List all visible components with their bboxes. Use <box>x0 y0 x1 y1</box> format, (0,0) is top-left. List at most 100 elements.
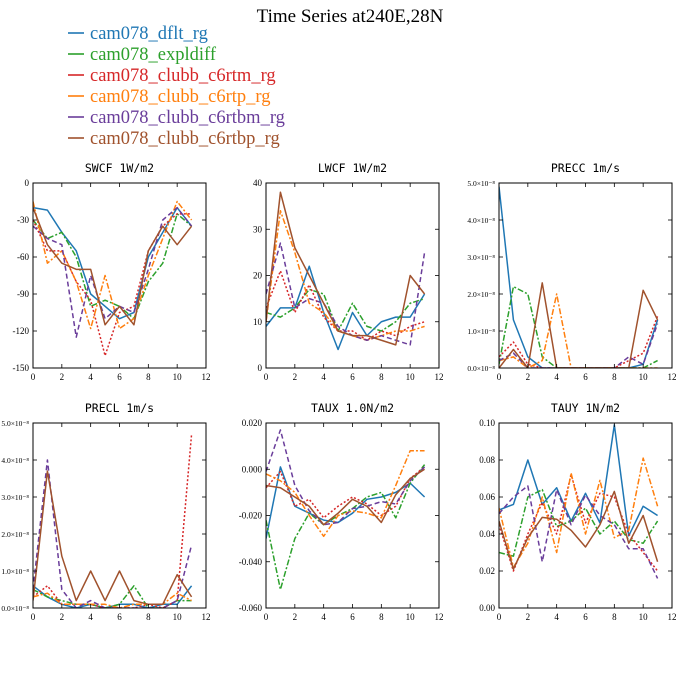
legend-label: cam078_clubb_c6rtp_rg <box>90 87 271 107</box>
series-line <box>266 466 426 519</box>
y-tick-label: 0.08 <box>479 455 495 465</box>
y-tick-label: 20 <box>253 271 263 281</box>
chart-panel: PRECC 1m/s 0 2 4 6 8 10 12 0.0×10⁻⁸ 1.0×10⁻⁸ 2.0×1… <box>467 161 676 382</box>
figure-title: Time Series at240E,28N <box>257 6 444 27</box>
legend-label: cam078_dflt_rg <box>90 24 208 44</box>
legend-label: cam078_expldiff <box>90 45 217 65</box>
y-tick-label: -0.020 <box>239 511 263 521</box>
x-tick-label: 0 <box>497 612 502 622</box>
series-line <box>33 592 192 608</box>
x-tick-label: 8 <box>379 612 384 622</box>
y-tick-label: 3.0×10⁻⁸ <box>1 493 29 502</box>
y-tick-label: -90 <box>17 289 29 299</box>
x-tick-label: 4 <box>554 612 559 622</box>
y-tick-label: -60 <box>17 252 29 262</box>
y-tick-label: 0.10 <box>479 418 495 428</box>
x-tick-label: 8 <box>379 372 384 382</box>
series-line <box>33 213 192 357</box>
x-tick-label: 0 <box>264 372 269 382</box>
series-line <box>499 474 659 572</box>
y-tick-label: 0.020 <box>242 418 263 428</box>
series-line <box>33 434 193 608</box>
y-tick-label: 0 <box>25 178 30 188</box>
x-tick-label: 12 <box>668 612 677 622</box>
series-line <box>499 293 658 368</box>
series-line <box>266 265 426 351</box>
x-tick-label: 8 <box>612 372 617 382</box>
x-tick-label: 10 <box>639 372 649 382</box>
x-tick-label: 2 <box>526 612 531 622</box>
series-line <box>33 470 193 606</box>
x-tick-label: 0 <box>497 372 502 382</box>
series-line <box>266 464 426 591</box>
y-tick-label: -120 <box>13 326 30 336</box>
x-tick-label: 4 <box>321 372 326 382</box>
x-tick-label: 10 <box>406 372 416 382</box>
series-line <box>266 191 426 346</box>
x-tick-label: 12 <box>435 372 444 382</box>
y-tick-label: 2.0×10⁻⁸ <box>467 290 495 299</box>
panel-title: TAUY 1N/m2 <box>551 401 620 415</box>
x-tick-label: 12 <box>202 372 211 382</box>
series-line <box>266 466 426 539</box>
panel-title: SWCF 1W/m2 <box>85 161 154 175</box>
x-tick-label: 0 <box>31 612 36 622</box>
chart-panels: SWCF 1W/m2 0 2 4 6 8 10 12 0 -30 -60 -90 -120 -150 LWC… <box>1 161 676 622</box>
x-tick-label: 8 <box>146 372 151 382</box>
series-line <box>266 468 425 526</box>
series-line <box>499 457 659 569</box>
x-tick-label: 6 <box>583 372 588 382</box>
x-tick-label: 10 <box>406 612 416 622</box>
x-tick-label: 6 <box>583 612 588 622</box>
y-tick-label: 5.0×10⁻⁸ <box>467 179 495 188</box>
x-tick-label: 10 <box>639 612 649 622</box>
x-tick-label: 2 <box>60 372 65 382</box>
series-line <box>33 207 193 326</box>
x-tick-label: 6 <box>350 372 355 382</box>
y-tick-label: 5.0×10⁻⁸ <box>1 419 29 428</box>
y-tick-label: 30 <box>253 224 263 234</box>
y-tick-label: 2.0×10⁻⁸ <box>1 530 29 539</box>
y-tick-label: -150 <box>13 363 30 373</box>
y-tick-label: -0.040 <box>239 557 263 567</box>
x-tick-label: 0 <box>264 612 269 622</box>
chart-panel: TAUX 1.0N/m2 0 2 4 6 8 10 12 -0.060 -0.040 -0.020 0… <box>239 401 444 622</box>
y-tick-label: -0.060 <box>239 603 263 613</box>
series-line <box>499 315 659 368</box>
series-line <box>499 490 659 570</box>
x-tick-label: 10 <box>173 612 183 622</box>
series-line <box>33 585 193 608</box>
series-line <box>33 459 193 608</box>
x-tick-label: 4 <box>554 372 559 382</box>
series-line <box>33 213 193 320</box>
y-tick-label: 1.0×10⁻⁸ <box>467 327 495 336</box>
y-tick-label: 0.06 <box>479 492 495 502</box>
y-tick-label: -30 <box>17 215 29 225</box>
x-tick-label: 2 <box>293 372 298 382</box>
y-tick-label: 0.0×10⁻⁸ <box>467 364 495 373</box>
x-tick-label: 0 <box>31 372 36 382</box>
x-tick-label: 2 <box>526 372 531 382</box>
legend: cam078_dflt_rgcam078_expldiffcam078_club… <box>68 24 285 149</box>
y-tick-label: 10 <box>253 317 263 327</box>
series-line <box>33 206 193 338</box>
plot-frame <box>498 182 673 369</box>
y-tick-label: 4.0×10⁻⁸ <box>1 456 29 465</box>
legend-label: cam078_clubb_c6rtbm_rg <box>90 108 285 128</box>
plot-frame <box>265 182 440 369</box>
legend-label: cam078_clubb_c6rtbp_rg <box>90 129 280 149</box>
x-tick-label: 2 <box>293 612 298 622</box>
chart-panel: TAUY 1N/m2 0 2 4 6 8 10 12 0.00 0.02 0.04 0.06 0.08 0… <box>479 401 676 622</box>
chart-panel: LWCF 1W/m2 0 2 4 6 8 10 12 0 10 20 30 40 <box>253 161 444 382</box>
x-tick-label: 4 <box>88 612 93 622</box>
plot-frame <box>498 422 673 609</box>
y-tick-label: 1.0×10⁻⁸ <box>1 567 29 576</box>
y-tick-label: 0.04 <box>479 529 495 539</box>
panel-title: PRECL 1m/s <box>85 401 154 415</box>
x-tick-label: 12 <box>202 612 211 622</box>
y-tick-label: 4.0×10⁻⁸ <box>467 216 495 225</box>
legend-label: cam078_clubb_c6rtm_rg <box>90 66 276 86</box>
chart-panel: PRECL 1m/s 0 2 4 6 8 10 12 0.0×10⁻⁸ 1.0×10⁻⁸ 2.0×1… <box>1 401 210 622</box>
series-line <box>33 200 193 330</box>
